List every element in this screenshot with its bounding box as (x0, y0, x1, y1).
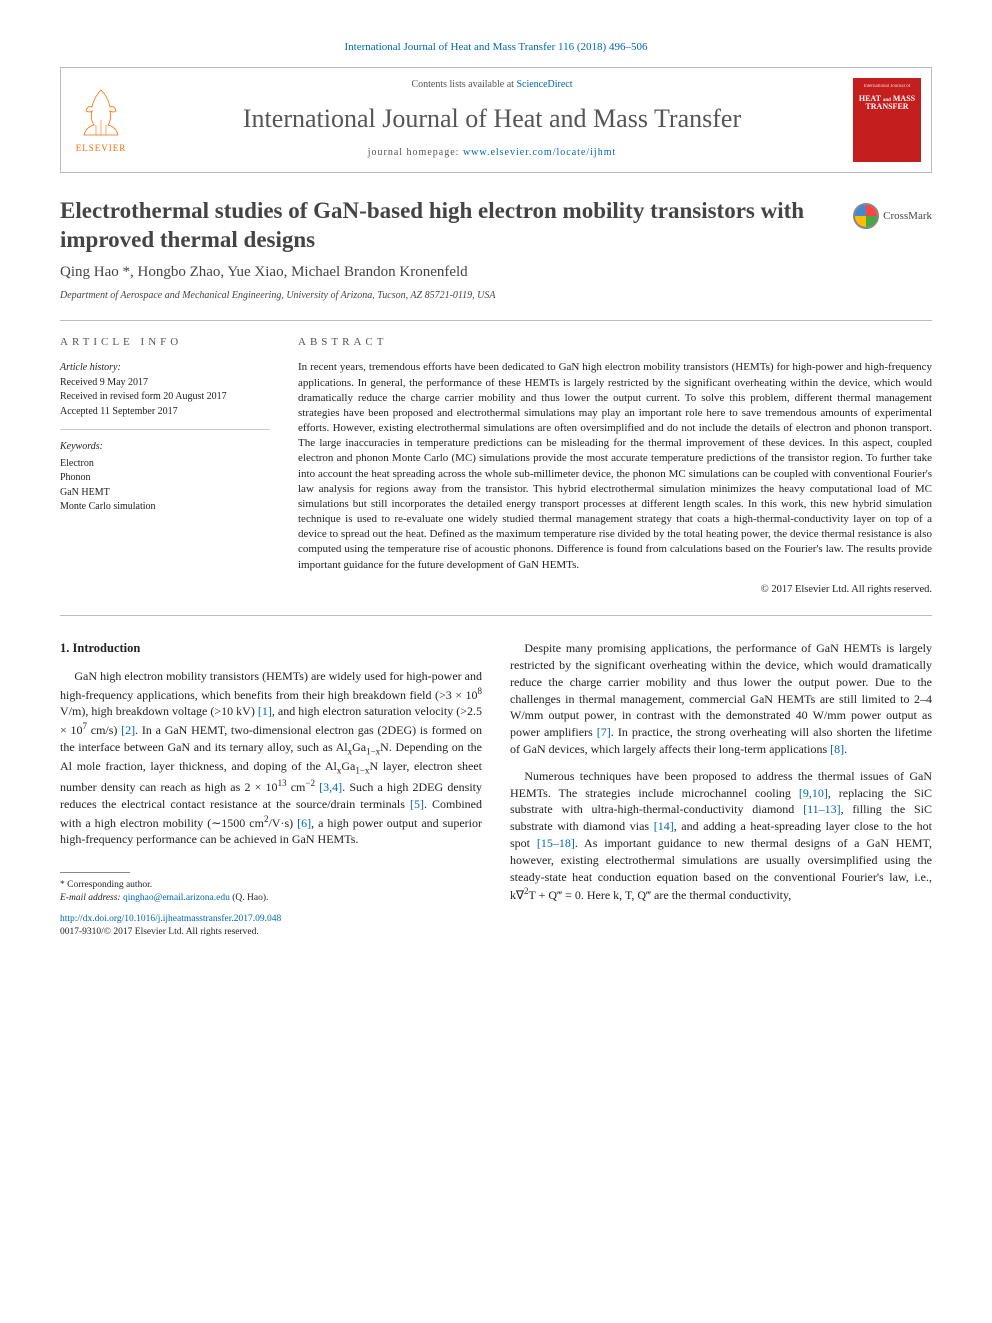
keyword: Phonon (60, 471, 270, 486)
corr-email[interactable]: qinghao@email.arizona.edu (123, 893, 230, 903)
citation-link[interactable]: [14] (654, 819, 674, 833)
cover-heat: HEAT (859, 94, 881, 103)
keyword: Monte Carlo simulation (60, 500, 270, 515)
top-citation: International Journal of Heat and Mass T… (60, 40, 932, 55)
history-label: Article history: (60, 361, 270, 376)
intro-para-3: Numerous techniques have been proposed t… (510, 768, 932, 904)
authors: Qing Hao *, Hongbo Zhao, Yue Xiao, Micha… (60, 262, 932, 282)
contents-prefix: Contents lists available at (411, 79, 516, 90)
citation-link[interactable]: [11–13] (803, 802, 841, 816)
citation-link[interactable]: [9,10] (799, 786, 828, 800)
elsevier-tree-icon (76, 85, 126, 140)
keyword: GaN HEMT (60, 486, 270, 501)
right-column: Despite many promising applications, the… (510, 640, 932, 939)
article-info-heading: ARTICLE INFO (60, 335, 270, 351)
citation-link[interactable]: [6] (297, 816, 311, 830)
email-label: E-mail address: (60, 893, 123, 903)
crossmark-icon (853, 203, 879, 229)
crossmark-label: CrossMark (883, 209, 932, 224)
accepted-date: Accepted 11 September 2017 (60, 405, 270, 420)
article-title: Electrothermal studies of GaN-based high… (60, 197, 833, 255)
revised-date: Received in revised form 20 August 2017 (60, 390, 270, 405)
citation-link[interactable]: [15–18] (537, 836, 575, 850)
keyword: Electron (60, 457, 270, 472)
issn-rights: 0017-9310/© 2017 Elsevier Ltd. All right… (60, 926, 482, 939)
journal-header: ELSEVIER Contents lists available at Sci… (60, 67, 932, 173)
abstract-heading: ABSTRACT (298, 335, 932, 350)
abstract: ABSTRACT In recent years, tremendous eff… (298, 335, 932, 597)
received-date: Received 9 May 2017 (60, 376, 270, 391)
citation-link[interactable]: [1] (258, 704, 272, 718)
journal-name: International Journal of Heat and Mass T… (141, 101, 843, 136)
citation-link[interactable]: [3,4] (319, 780, 342, 794)
corresponding-footnote: * Corresponding author. E-mail address: … (60, 879, 482, 905)
doi-link[interactable]: http://dx.doi.org/10.1016/j.ijheatmasstr… (60, 913, 482, 926)
sciencedirect-link[interactable]: ScienceDirect (516, 79, 572, 90)
keywords-label: Keywords: (60, 440, 270, 455)
elsevier-label: ELSEVIER (76, 142, 127, 154)
journal-cover-thumb: International Journal of HEAT and MASS T… (853, 78, 921, 162)
left-column: 1. Introduction GaN high electron mobili… (60, 640, 482, 939)
intro-para-1: GaN high electron mobility transistors (… (60, 668, 482, 848)
article-info: ARTICLE INFO Article history: Received 9… (60, 335, 270, 597)
corr-label: * Corresponding author. (60, 879, 482, 892)
elsevier-logo: ELSEVIER (61, 68, 141, 172)
citation-link[interactable]: [5] (410, 797, 424, 811)
citation-link[interactable]: [7] (597, 725, 611, 739)
homepage-url[interactable]: www.elsevier.com/locate/ijhmt (463, 147, 616, 158)
intro-para-2: Despite many promising applications, the… (510, 640, 932, 758)
section-title: 1. Introduction (60, 640, 482, 658)
contents-available: Contents lists available at ScienceDirec… (141, 78, 843, 92)
journal-homepage: journal homepage: www.elsevier.com/locat… (141, 146, 843, 160)
abstract-copyright: © 2017 Elsevier Ltd. All rights reserved… (298, 583, 932, 597)
crossmark-badge[interactable]: CrossMark (853, 203, 932, 229)
email-suffix: (Q. Hao). (230, 893, 269, 903)
author-list: Qing Hao *, Hongbo Zhao, Yue Xiao, Micha… (60, 264, 468, 280)
homepage-prefix: journal homepage: (368, 147, 463, 158)
citation-link[interactable]: [8] (830, 742, 844, 756)
affiliation: Department of Aerospace and Mechanical E… (60, 289, 932, 303)
citation-link[interactable]: [2] (121, 723, 135, 737)
abstract-text: In recent years, tremendous efforts have… (298, 360, 932, 572)
